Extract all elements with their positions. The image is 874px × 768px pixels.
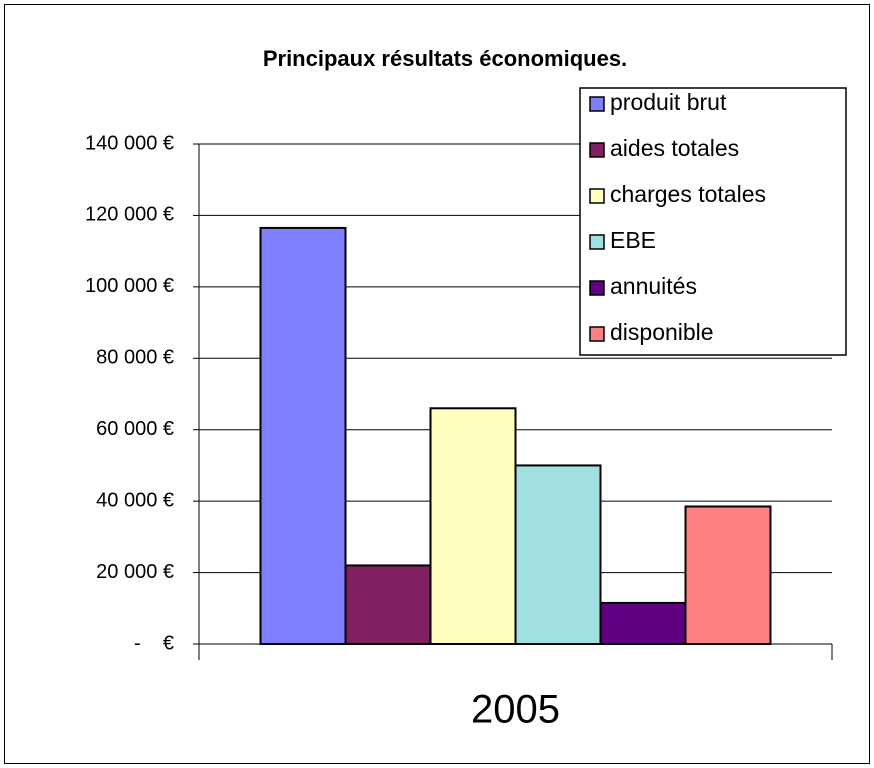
bar [429, 407, 517, 645]
legend-swatch [589, 234, 605, 250]
bar [344, 564, 432, 646]
y-tick-label: 140 000 € [85, 132, 174, 154]
legend-swatch [589, 326, 605, 342]
y-tick-label: 120 000 € [85, 204, 174, 226]
y-tick-label: 40 000 € [96, 489, 174, 511]
x-tick-label: 2005 [471, 688, 560, 732]
y-tick-label: 60 000 € [96, 418, 174, 440]
legend-label: aides totales [610, 135, 739, 161]
legend-swatch [589, 96, 605, 112]
legend-swatch [589, 188, 605, 204]
bar [514, 464, 602, 645]
y-tick-label: 80 000 € [96, 347, 174, 369]
bar [259, 226, 347, 646]
legend-swatch [589, 142, 605, 158]
chart-title: Principaux résultats économiques. [263, 46, 627, 71]
bar [684, 505, 772, 645]
legend-label: EBE [610, 227, 656, 253]
legend-label: charges totales [610, 181, 766, 207]
legend-box [579, 87, 847, 356]
legend-label: produit brut [610, 89, 727, 115]
legend-label: annuités [610, 273, 697, 299]
legend-label: disponible [610, 319, 714, 345]
y-tick-label: 20 000 € [96, 561, 174, 583]
y-tick-label: 100 000 € [85, 275, 174, 297]
legend-swatch [589, 280, 605, 296]
bar [599, 601, 687, 646]
y-tick-label: - € [134, 632, 174, 654]
